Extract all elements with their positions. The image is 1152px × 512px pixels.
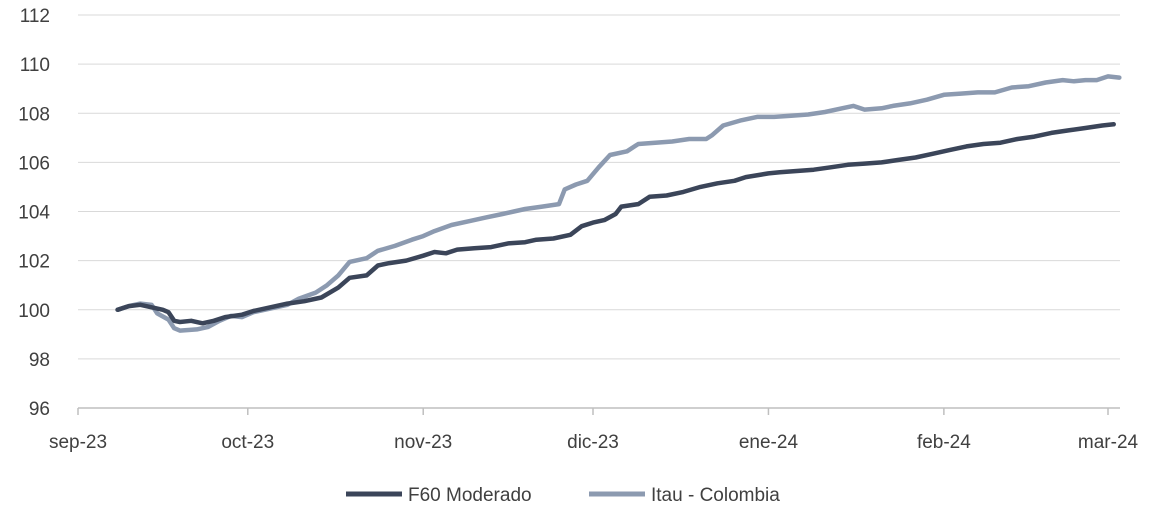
x-tick-label: feb-24 [917,432,971,453]
y-tick-label: 98 [29,350,50,371]
series-line-f60-moderado [115,122,1116,326]
y-tick-label: 108 [18,104,50,125]
gridlines [78,14,1120,360]
x-tick-label: ene-24 [739,432,799,453]
y-tick-label: 112 [20,6,50,27]
x-tick-label: nov-23 [394,432,452,453]
series-line-itau-colombia [115,74,1122,333]
y-tick-label: 106 [18,153,50,174]
y-tick-label: 110 [20,55,50,76]
legend-label: Itau - Colombia [651,485,780,506]
x-tick-label: sep-23 [49,432,107,453]
y-tick-label: 104 [18,203,50,224]
legend: F60 Moderado Itau - Colombia [346,485,780,506]
x-tick-label: dic-23 [567,432,619,453]
legend-label: F60 Moderado [408,485,532,506]
y-tick-label: 100 [18,301,50,322]
series-lines [115,74,1122,333]
x-tick-label: mar-24 [1078,432,1139,453]
x-tick-label: oct-23 [221,432,274,453]
axes: 96 98 100 102 104 106 108 110 112 sep-23 oct-23 nov… [18,6,1138,453]
y-tick-label: 102 [18,252,50,273]
y-tick-label: 96 [29,399,50,420]
